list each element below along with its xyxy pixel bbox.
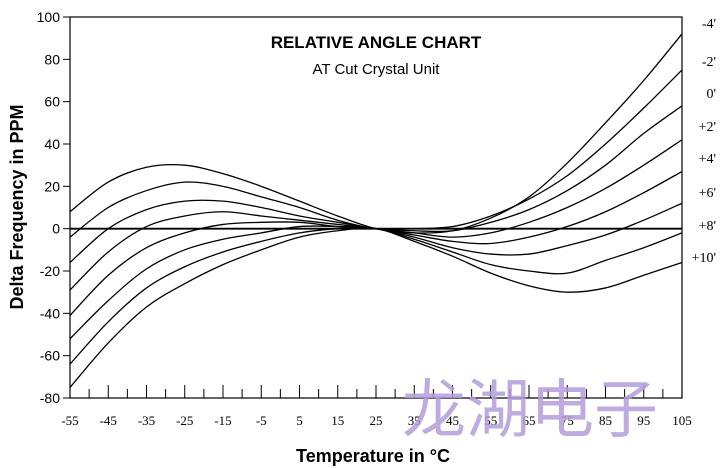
series-label: +8' [699,219,716,234]
y-tick-label: 0 [52,221,60,237]
x-axis-ticks: -55 -45 -35 -25 -15 -5 5 15 25 35 45 55 65 75 85 95 105 [61,385,692,428]
series-curve [69,69,683,238]
series-curve [69,227,683,388]
x-axis-label: Temperature in °C [296,446,450,466]
x-tick-label: -25 [176,413,193,428]
x-tick-label: 45 [446,413,459,428]
series-curve [69,170,683,316]
x-tick-label: 105 [672,413,692,428]
y-tick-label: -80 [40,390,60,406]
y-tick-label: 100 [37,9,61,25]
x-tick-label: -35 [138,413,155,428]
series-curve [69,139,683,291]
x-tick-label: 55 [484,413,497,428]
x-tick-label: -5 [256,413,267,428]
watermark-logo: 龙湖电子 [402,374,658,448]
x-tick-label: 35 [408,413,421,428]
y-tick-label: 80 [44,51,60,67]
x-tick-label: 15 [331,413,344,428]
y-axis-ticks: -80 -60 -40 -20 0 20 40 60 80 100 [37,9,70,406]
chart-title: RELATIVE ANGLE CHART [271,33,482,52]
series-curve [69,227,683,365]
y-tick-label: -20 [40,263,60,279]
x-tick-label: 95 [637,413,650,428]
x-tick-label: 25 [370,413,383,428]
series-label: +10' [692,251,716,266]
series-label: +2' [699,120,716,135]
series-label: 0' [706,87,716,102]
x-tick-label: 75 [561,413,574,428]
series-label: +4' [699,152,716,167]
series-label: +6' [699,186,716,201]
x-tick-label: 65 [523,413,536,428]
y-tick-label: -60 [40,348,60,364]
series-label: -2' [702,55,716,70]
series-curve [69,202,683,340]
x-tick-label: 85 [599,413,612,428]
series-curves [69,33,683,388]
y-tick-label: -40 [40,305,60,321]
series-labels: -4' -2' 0' +2' +4' +6' +8' +10' [692,17,716,266]
x-tick-label: -45 [100,413,117,428]
y-tick-label: 40 [44,136,60,152]
x-tick-label: -55 [61,413,78,428]
x-tick-label: 5 [296,413,303,428]
y-tick-label: 60 [44,94,60,110]
x-tick-label: -15 [214,413,231,428]
series-label: -4' [702,17,716,32]
chart-subtitle: AT Cut Crystal Unit [313,61,441,78]
y-axis-label: Delta Frequency in PPM [7,104,27,309]
y-tick-label: 20 [44,178,60,194]
